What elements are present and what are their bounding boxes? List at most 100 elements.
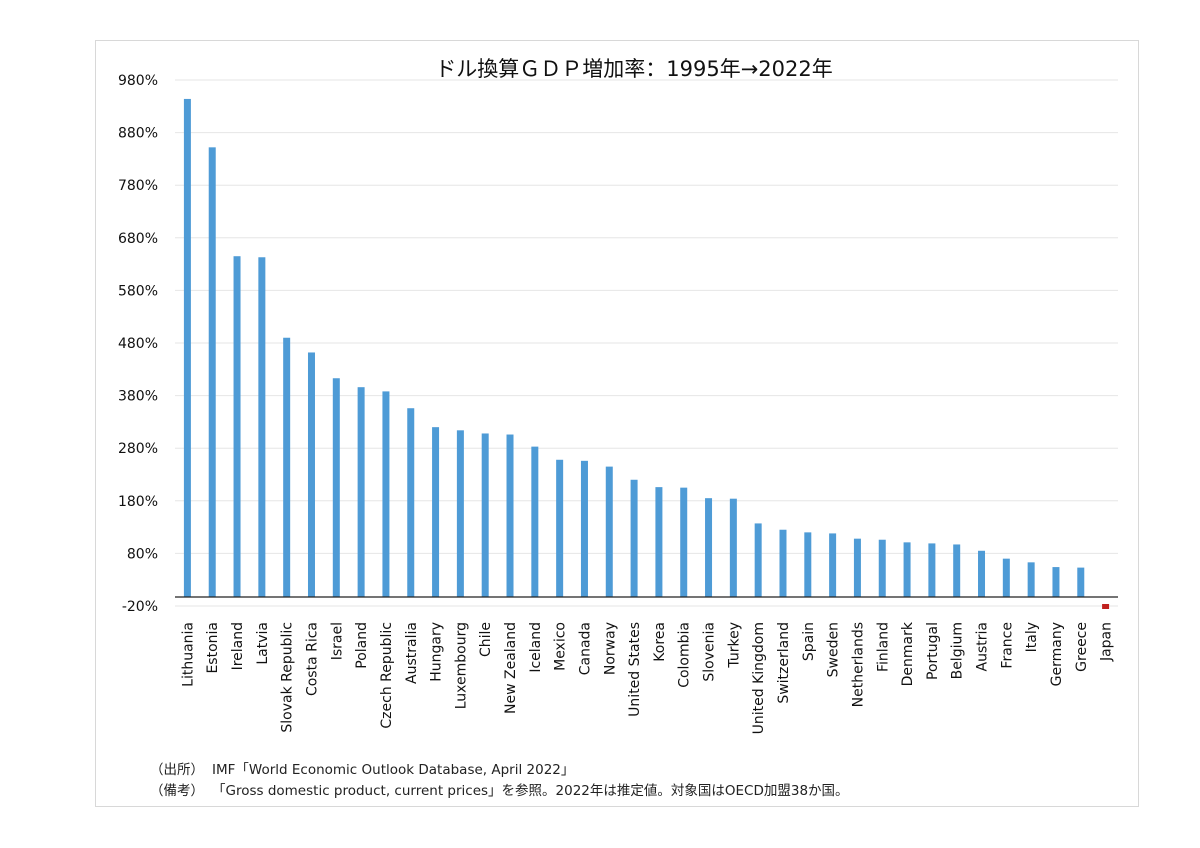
x-category-label: Latvia (255, 622, 271, 665)
x-category-label: Austria (975, 622, 991, 671)
x-category-label: Japan (1099, 622, 1115, 662)
bar-slovak-republic (283, 337, 291, 597)
x-category-label: Luxembourg (453, 622, 469, 709)
bar-australia (407, 408, 415, 597)
bar-poland (357, 387, 365, 597)
bar-belgium (953, 544, 961, 597)
y-tick-label: 680% (118, 231, 158, 247)
bar-slovenia (705, 498, 713, 597)
y-tick-label: 980% (118, 73, 158, 89)
y-tick-label: 180% (118, 494, 158, 510)
x-category-label: Sweden (826, 622, 842, 677)
bar-israel (332, 378, 340, 597)
bar-luxembourg (456, 430, 464, 597)
x-category-label: Netherlands (850, 622, 866, 707)
bar-italy (1027, 562, 1035, 597)
x-category-label: Colombia (677, 622, 693, 688)
bar-netherlands (853, 538, 861, 597)
y-tick-label: 380% (118, 389, 158, 405)
y-tick-label: 280% (118, 441, 158, 457)
x-category-label: Canada (577, 622, 593, 675)
x-category-label: Italy (1024, 622, 1040, 652)
bar-austria (978, 550, 986, 597)
x-category-label: Korea (652, 622, 668, 662)
bar-united-states (630, 479, 638, 597)
bar-switzerland (779, 529, 787, 597)
source-note-text: IMF「World Economic Outlook Database, Apr… (212, 762, 575, 778)
bar-denmark (903, 542, 911, 597)
x-category-label: Turkey (726, 622, 742, 669)
bar-norway (605, 466, 613, 597)
remark-note-text: 「Gross domestic product, current prices」… (212, 783, 849, 799)
source-note-key: （出所） (150, 762, 204, 778)
bar-colombia (680, 487, 688, 597)
x-category-label: Greece (1074, 622, 1090, 672)
chart-title: ドル換算ＧＤＰ増加率：1995年→2022年 (435, 57, 832, 81)
x-category-label: Slovenia (702, 622, 718, 682)
x-category-label: Australia (404, 622, 420, 684)
y-tick-label: -20% (122, 599, 158, 615)
y-tick-label: 780% (118, 178, 158, 194)
x-category-label: Czech Republic (379, 622, 395, 729)
bar-greece (1077, 567, 1085, 597)
x-axis-category-labels: Lithuania Estonia Ireland Latvia Slovak Repu… (180, 621, 1114, 734)
x-category-label: United Kingdom (751, 622, 767, 734)
x-category-label: Germany (1049, 622, 1065, 686)
x-category-label: France (999, 622, 1015, 669)
grid-lines (175, 79, 1118, 607)
y-tick-label: 580% (118, 283, 158, 299)
y-tick-label: 480% (118, 336, 158, 352)
x-category-label: Hungary (429, 622, 445, 682)
x-category-label: Lithuania (180, 622, 196, 687)
bar-costa-rica (307, 352, 315, 597)
x-category-label: Norway (602, 622, 618, 675)
bar-germany (1052, 567, 1060, 597)
x-category-label: Mexico (553, 622, 569, 671)
bar-united-kingdom (754, 523, 762, 597)
remark-note-key: （備考） (150, 783, 204, 799)
bar-new-zealand (506, 434, 514, 597)
bar-hungary (432, 427, 440, 597)
source-note: （出所） IMF「World Economic Outlook Database,… (150, 758, 574, 778)
y-tick-label: 880% (118, 126, 158, 142)
x-category-label: United States (627, 622, 643, 717)
bars (183, 98, 1110, 609)
bar-chile (481, 433, 489, 597)
x-category-label: Spain (801, 622, 817, 661)
x-category-label: Chile (478, 622, 494, 657)
bar-japan (1102, 604, 1110, 609)
bar-portugal (928, 543, 936, 597)
x-category-label: Iceland (528, 622, 544, 673)
bar-mexico (556, 459, 564, 597)
bar-czech-republic (382, 391, 390, 597)
x-category-label: New Zealand (503, 622, 519, 714)
bar-lithuania (183, 98, 191, 597)
bar-sweden (829, 533, 837, 597)
bar-latvia (258, 257, 266, 597)
x-category-label: Switzerland (776, 622, 792, 704)
bar-estonia (208, 147, 216, 597)
x-category-label: Denmark (900, 621, 916, 686)
bar-iceland (531, 446, 539, 597)
x-category-label: Portugal (925, 622, 941, 680)
x-category-label: Slovak Republic (280, 622, 296, 733)
x-category-label: Israel (329, 622, 345, 660)
bar-turkey (729, 498, 737, 597)
x-category-label: Finland (875, 622, 891, 672)
bar-korea (655, 487, 663, 597)
x-category-label: Ireland (230, 622, 246, 670)
y-axis-tick-labels: 980% 880% 780% 680% 580% 480% 380% 280% 180% 80% -… (118, 73, 158, 615)
bar-france (1002, 558, 1010, 597)
bar-canada (580, 460, 588, 597)
bar-ireland (233, 256, 241, 597)
bar-finland (878, 539, 886, 597)
bar-spain (804, 532, 812, 597)
remark-note: （備考） 「Gross domestic product, current pri… (150, 779, 849, 799)
x-category-label: Estonia (205, 622, 221, 674)
x-category-label: Poland (354, 622, 370, 669)
chart-frame (95, 40, 1139, 807)
y-tick-label: 80% (127, 546, 158, 562)
x-category-label: Costa Rica (304, 622, 320, 696)
